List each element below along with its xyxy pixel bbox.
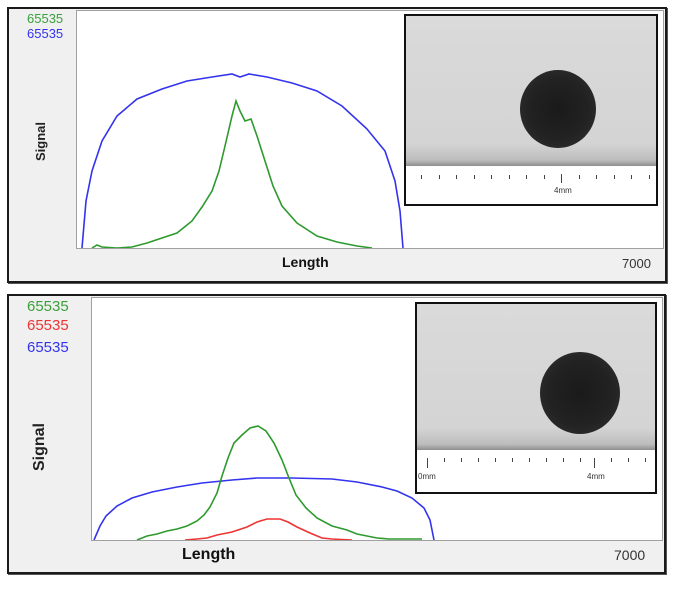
max-label-blue: 65535 — [27, 339, 69, 356]
dark-particle — [540, 352, 620, 434]
max-label-green: 65535 — [27, 298, 69, 315]
scale-ruler: 4mm — [406, 166, 656, 204]
x-axis-max: 7000 — [622, 256, 651, 271]
particle-photo — [417, 304, 655, 450]
line-chart — [93, 425, 435, 540]
particle-image-inset: 0mm 4mm — [415, 302, 657, 494]
max-label-red: 65535 — [27, 317, 69, 334]
signal-panel-bottom: 65535 65535 65535 Signal — [7, 294, 666, 574]
scale-ruler: 0mm 4mm — [417, 450, 655, 492]
max-label-green: 65535 — [27, 11, 64, 26]
line-chart — [81, 73, 404, 248]
x-axis-max: 7000 — [614, 547, 646, 563]
x-axis-label: Length — [282, 254, 329, 270]
ruler-label-0mm: 0mm — [418, 472, 436, 481]
max-label-blue: 65535 — [27, 26, 64, 41]
plot-area: 4mm — [76, 10, 664, 249]
series-blue — [81, 73, 404, 248]
signal-panel-top: 65535 65535 Signal — [7, 7, 667, 283]
y-axis-label: Signal — [33, 121, 48, 161]
ruler-label-4mm: 4mm — [554, 186, 572, 195]
ruler-label-4mm: 4mm — [587, 472, 605, 481]
series-green — [91, 98, 373, 248]
series-blue — [93, 477, 435, 540]
x-axis-label: Length — [182, 546, 236, 563]
particle-image-inset: 4mm — [404, 14, 658, 206]
plot-area: 0mm 4mm — [91, 297, 663, 541]
y-axis-label: Signal — [31, 422, 48, 471]
series-green — [136, 425, 422, 540]
dark-particle — [520, 70, 596, 148]
series-red — [184, 518, 353, 540]
particle-photo — [406, 16, 656, 166]
